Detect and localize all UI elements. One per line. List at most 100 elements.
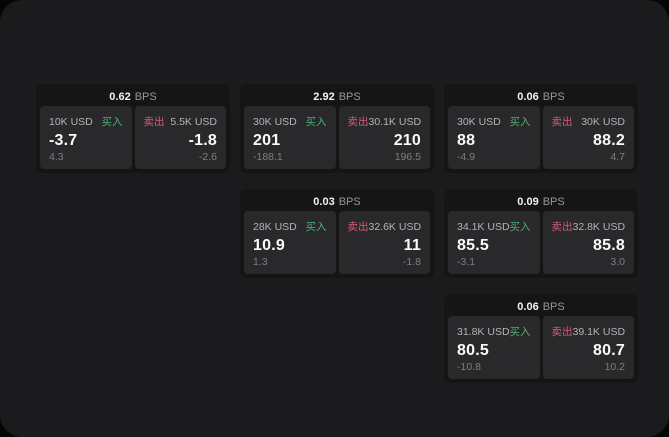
quote-card: 2.92 BPS 30K USD 买入 201 -188.1 卖出 30.1K …	[240, 84, 434, 173]
bps-unit-label: BPS	[134, 91, 157, 103]
bps-unit-label: BPS	[542, 196, 565, 208]
sell-side-label: 卖出	[347, 116, 369, 128]
sell-panel[interactable]: 卖出 30K USD 88.2 4.7	[542, 106, 634, 169]
bps-value: 0.06	[517, 301, 539, 313]
buy-notional: 30K USD	[253, 116, 297, 128]
buy-panel[interactable]: 28K USD 买入 10.9 1.3	[244, 211, 336, 274]
quote-panels: 30K USD 买入 88 -4.9 卖出 30K USD 88.2 4.7	[448, 106, 634, 169]
buy-delta: -10.8	[457, 361, 481, 373]
bps-value: 0.03	[313, 196, 335, 208]
sell-panel[interactable]: 卖出 32.8K USD 85.8 3.0	[542, 211, 634, 274]
buy-side-label: 买入	[101, 116, 123, 128]
buy-side-label: 买入	[305, 221, 327, 233]
buy-notional: 10K USD	[49, 116, 93, 128]
quote-panels: 28K USD 买入 10.9 1.3 卖出 32.6K USD 11 -1.8	[244, 211, 430, 274]
buy-price: 85.5	[457, 237, 489, 254]
buy-delta: -3.1	[457, 256, 476, 268]
card-header: 0.62 BPS	[40, 88, 226, 106]
buy-side-label: 买入	[509, 116, 531, 128]
sell-price: 210	[393, 132, 421, 149]
quote-panels: 31.8K USD 买入 80.5 -10.8 卖出 39.1K USD 80.…	[448, 316, 634, 379]
bps-value: 0.06	[517, 91, 539, 103]
buy-side-label: 买入	[305, 116, 327, 128]
buy-notional: 34.1K USD	[457, 221, 510, 233]
sell-panel-header: 卖出 30.1K USD	[348, 114, 422, 129]
sell-notional: 32.6K USD	[368, 221, 422, 233]
buy-panel[interactable]: 10K USD 买入 -3.7 4.3	[40, 106, 132, 169]
sell-delta: -1.8	[402, 256, 421, 268]
bps-value: 0.62	[109, 91, 131, 103]
buy-panel-header: 30K USD 买入	[457, 114, 531, 129]
sell-price: 88.2	[593, 132, 625, 149]
sell-price: 85.8	[593, 237, 625, 254]
buy-price: 10.9	[253, 237, 285, 254]
buy-panel-header: 28K USD 买入	[253, 219, 327, 234]
buy-panel-header: 34.1K USD 买入	[457, 219, 531, 234]
sell-side-label: 卖出	[347, 221, 369, 233]
buy-notional: 31.8K USD	[457, 326, 510, 338]
sell-side-label: 卖出	[551, 326, 573, 338]
sell-delta: -2.6	[198, 151, 217, 163]
card-header: 0.06 BPS	[448, 88, 634, 106]
buy-delta: -4.9	[457, 151, 476, 163]
sell-panel-header: 卖出 32.6K USD	[348, 219, 422, 234]
sell-panel-header: 卖出 5.5K USD	[144, 114, 218, 129]
bps-unit-label: BPS	[542, 91, 565, 103]
quote-card: 0.06 BPS 30K USD 买入 88 -4.9 卖出 30K USD 8…	[444, 84, 638, 173]
sell-notional: 30.1K USD	[368, 116, 422, 128]
buy-panel[interactable]: 31.8K USD 买入 80.5 -10.8	[448, 316, 540, 379]
buy-panel-header: 10K USD 买入	[49, 114, 123, 129]
buy-panel[interactable]: 30K USD 买入 201 -188.1	[244, 106, 336, 169]
sell-panel-header: 卖出 39.1K USD	[552, 324, 626, 339]
sell-panel[interactable]: 卖出 32.6K USD 11 -1.8	[338, 211, 430, 274]
quote-panels: 10K USD 买入 -3.7 4.3 卖出 5.5K USD -1.8 -2.…	[40, 106, 226, 169]
buy-side-label: 买入	[509, 221, 531, 233]
sell-panel-header: 卖出 32.8K USD	[552, 219, 626, 234]
bps-unit-label: BPS	[338, 196, 361, 208]
sell-side-label: 卖出	[551, 116, 573, 128]
card-header: 0.03 BPS	[244, 193, 430, 211]
buy-price: -3.7	[49, 132, 78, 149]
buy-delta: 4.3	[49, 151, 64, 163]
sell-price: -1.8	[188, 132, 217, 149]
quote-panels: 30K USD 买入 201 -188.1 卖出 30.1K USD 210 1…	[244, 106, 430, 169]
buy-delta: 1.3	[253, 256, 268, 268]
sell-panel[interactable]: 卖出 39.1K USD 80.7 10.2	[542, 316, 634, 379]
card-header: 0.06 BPS	[448, 298, 634, 316]
cards-grid: 0.62 BPS 10K USD 买入 -3.7 4.3 卖出 5.5K USD…	[36, 84, 638, 383]
sell-delta: 3.0	[610, 256, 625, 268]
quote-card: 0.62 BPS 10K USD 买入 -3.7 4.3 卖出 5.5K USD…	[36, 84, 230, 173]
buy-delta: -188.1	[253, 151, 283, 163]
sell-panel-header: 卖出 30K USD	[552, 114, 626, 129]
buy-notional: 30K USD	[457, 116, 501, 128]
sell-delta: 10.2	[604, 361, 625, 373]
bps-unit-label: BPS	[542, 301, 565, 313]
buy-price: 80.5	[457, 342, 489, 359]
sell-price: 11	[403, 237, 421, 254]
buy-panel-header: 30K USD 买入	[253, 114, 327, 129]
buy-price: 201	[253, 132, 281, 149]
buy-side-label: 买入	[509, 326, 531, 338]
bps-unit-label: BPS	[338, 91, 361, 103]
bps-value: 2.92	[313, 91, 335, 103]
buy-price: 88	[457, 132, 476, 149]
sell-notional: 30K USD	[581, 116, 625, 128]
sell-notional: 32.8K USD	[572, 221, 626, 233]
sell-side-label: 卖出	[551, 221, 573, 233]
bps-value: 0.09	[517, 196, 539, 208]
sell-delta: 4.7	[610, 151, 625, 163]
buy-panel[interactable]: 30K USD 买入 88 -4.9	[448, 106, 540, 169]
sell-delta: 196.5	[394, 151, 421, 163]
sell-side-label: 卖出	[143, 116, 165, 128]
buy-panel[interactable]: 34.1K USD 买入 85.5 -3.1	[448, 211, 540, 274]
sell-panel[interactable]: 卖出 5.5K USD -1.8 -2.6	[134, 106, 226, 169]
sell-notional: 39.1K USD	[572, 326, 626, 338]
sell-notional: 5.5K USD	[170, 116, 217, 128]
sell-panel[interactable]: 卖出 30.1K USD 210 196.5	[338, 106, 430, 169]
sell-price: 80.7	[593, 342, 625, 359]
quote-panels: 34.1K USD 买入 85.5 -3.1 卖出 32.8K USD 85.8…	[448, 211, 634, 274]
quote-card: 0.03 BPS 28K USD 买入 10.9 1.3 卖出 32.6K US…	[240, 189, 434, 278]
card-header: 2.92 BPS	[244, 88, 430, 106]
buy-notional: 28K USD	[253, 221, 297, 233]
